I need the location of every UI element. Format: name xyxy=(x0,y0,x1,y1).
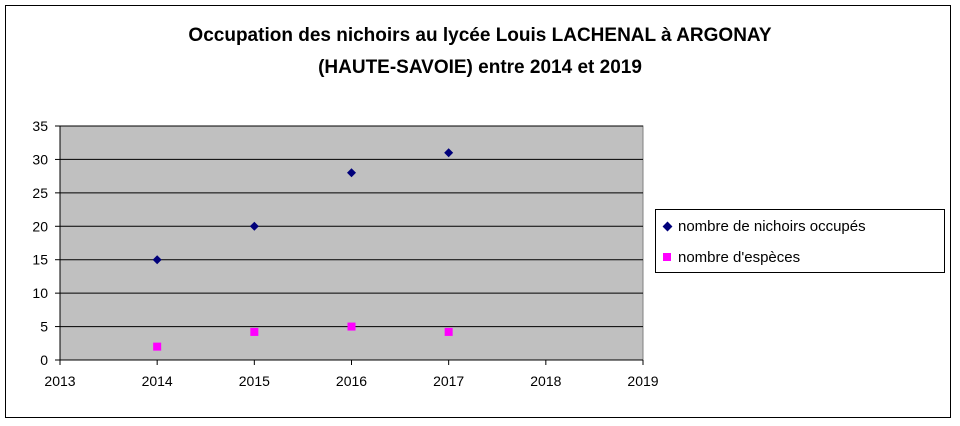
y-tick-label: 0 xyxy=(40,352,48,368)
y-tick-label: 25 xyxy=(32,185,48,201)
data-point-especes xyxy=(153,342,162,351)
legend-item-nichoirs: nombre de nichoirs occupés xyxy=(656,215,866,237)
y-tick-label: 5 xyxy=(40,319,48,335)
x-tick-label: 2018 xyxy=(530,373,561,389)
x-tick-label: 2013 xyxy=(44,373,75,389)
legend-label-nichoirs: nombre de nichoirs occupés xyxy=(678,217,866,235)
legend-item-especes: nombre d'espèces xyxy=(656,246,800,268)
data-point-nichoirs xyxy=(152,255,162,265)
x-tick-label: 2014 xyxy=(142,373,173,389)
y-tick-label: 20 xyxy=(32,218,48,234)
y-tick-label: 10 xyxy=(32,285,48,301)
chart-title-line2: (HAUTE-SAVOIE) entre 2014 et 2019 xyxy=(318,57,642,78)
chart-title-line1: Occupation des nichoirs au lycée Louis L… xyxy=(188,25,772,46)
y-tick-label: 15 xyxy=(32,252,48,268)
data-point-nichoirs xyxy=(249,221,259,231)
data-point-nichoirs xyxy=(347,168,356,178)
y-tick-label: 35 xyxy=(32,118,48,134)
legend-square-marker xyxy=(656,253,678,261)
x-tick-label: 2019 xyxy=(627,373,658,389)
y-tick-label: 30 xyxy=(32,151,48,167)
x-tick-label: 2016 xyxy=(336,373,367,389)
chart-legend: nombre de nichoirs occupés nombre d'espè… xyxy=(655,209,945,273)
x-tick-label: 2015 xyxy=(239,373,270,389)
data-point-especes xyxy=(444,327,453,336)
data-point-nichoirs xyxy=(444,148,454,158)
legend-diamond-marker xyxy=(656,221,678,231)
legend-label-especes: nombre d'espèces xyxy=(678,248,801,266)
x-tick-label: 2017 xyxy=(433,373,464,389)
data-point-especes xyxy=(250,327,259,336)
plot-area xyxy=(59,125,644,361)
data-point-especes xyxy=(347,322,356,331)
